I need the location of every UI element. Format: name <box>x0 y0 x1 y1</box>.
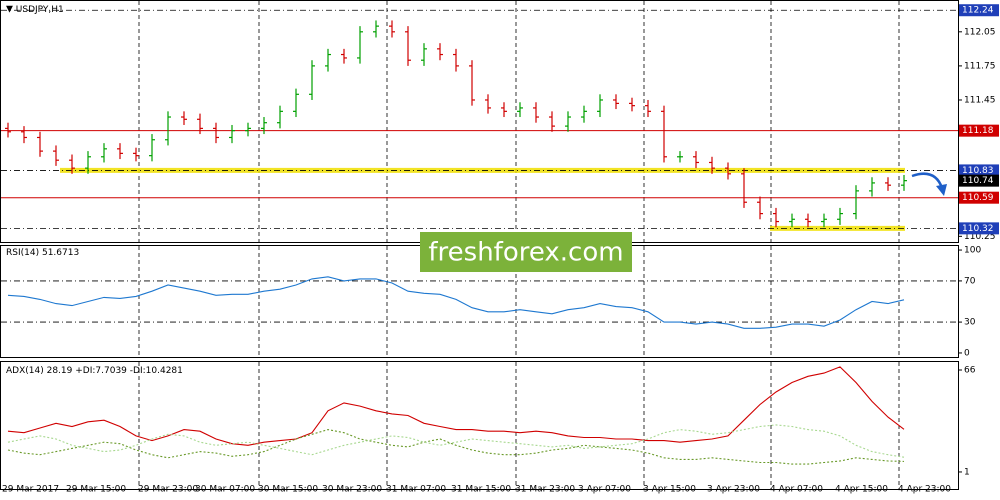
x-tick-label: 4 Apr 15:00 <box>835 485 888 495</box>
x-tick-label: 4 Apr 23:00 <box>898 485 951 495</box>
rsi-tick-label: 100 <box>964 246 981 256</box>
di-minus-value: 10.4281 <box>146 366 183 376</box>
level-label: 110.83 <box>962 166 994 176</box>
x-tick-label: 3 Apr 23:00 <box>707 485 760 495</box>
adx-line <box>7 366 905 446</box>
x-tick-label: 29 Mar 15:00 <box>66 485 126 495</box>
rsi-header: RSI(14) 51.6713 <box>6 248 79 258</box>
x-tick-label: 30 Mar 15:00 <box>258 485 318 495</box>
adx-value: 28.19 <box>47 366 73 376</box>
di-plus-value: 7.7039 <box>95 366 127 376</box>
x-tick-label: 31 Mar 23:00 <box>515 485 575 495</box>
adx-label: ADX(14) <box>6 366 44 376</box>
x-tick-label: 31 Mar 15:00 <box>451 485 511 495</box>
x-tick-label: 3 Apr 07:00 <box>578 485 631 495</box>
grid <box>1 1 958 489</box>
forecast-arrow <box>911 172 944 189</box>
level-label: 110.74 <box>962 176 994 186</box>
x-tick-label: 3 Apr 15:00 <box>643 485 696 495</box>
rsi-tick-label: 30 <box>964 318 976 328</box>
y-tick-label: 112.05 <box>964 27 996 37</box>
x-tick-label: 29 Mar 2017 <box>2 485 59 495</box>
rsi-label: RSI(14) <box>6 248 39 258</box>
di-plus-label: +DI: <box>75 366 95 376</box>
di-minus-label: -DI: <box>130 366 146 376</box>
rsi-value: 51.6713 <box>42 248 79 258</box>
adx-line <box>7 429 905 465</box>
level-label-box <box>959 164 999 177</box>
chart-title-text: USDJPY,H1 <box>16 5 64 15</box>
rsi-tick-label: 0 <box>964 348 970 358</box>
level-label: 110.32 <box>962 224 994 234</box>
watermark: freshforex.com <box>428 238 623 268</box>
x-tick-label: 4 Apr 07:00 <box>770 485 823 495</box>
level-label: 110.59 <box>962 193 994 203</box>
rsi-line <box>7 276 905 329</box>
level-label-box <box>959 174 999 187</box>
adx-tick-label: 1 <box>964 467 970 477</box>
level-label: 112.24 <box>962 6 994 16</box>
rsi-tick-label: 70 <box>964 276 976 286</box>
adx-header: ADX(14) 28.19 +DI:7.7039 -DI:10.4281 <box>6 366 183 376</box>
level-label-box <box>959 124 999 137</box>
y-tick-label: 111.75 <box>964 61 996 71</box>
y-tick-label: 111.45 <box>964 95 996 105</box>
level-label-box <box>959 191 999 204</box>
x-tick-label: 30 Mar 07:00 <box>195 485 255 495</box>
forecast-arrow-head <box>936 184 947 196</box>
x-tick-label: 31 Mar 07:00 <box>386 485 446 495</box>
level-label-box <box>959 4 999 17</box>
x-tick-label: 30 Mar 23:00 <box>322 485 382 495</box>
y-tick-label: 110.25 <box>964 232 996 242</box>
watermark-box <box>420 232 632 272</box>
level-label-box <box>959 222 999 235</box>
adx-panel <box>0 361 959 490</box>
x-tick-label: 29 Mar 23:00 <box>138 485 198 495</box>
level-label: 111.18 <box>962 126 994 136</box>
chart-title: ▼ USDJPY,H1 <box>6 5 64 15</box>
adx-tick-label: 66 <box>964 366 976 376</box>
